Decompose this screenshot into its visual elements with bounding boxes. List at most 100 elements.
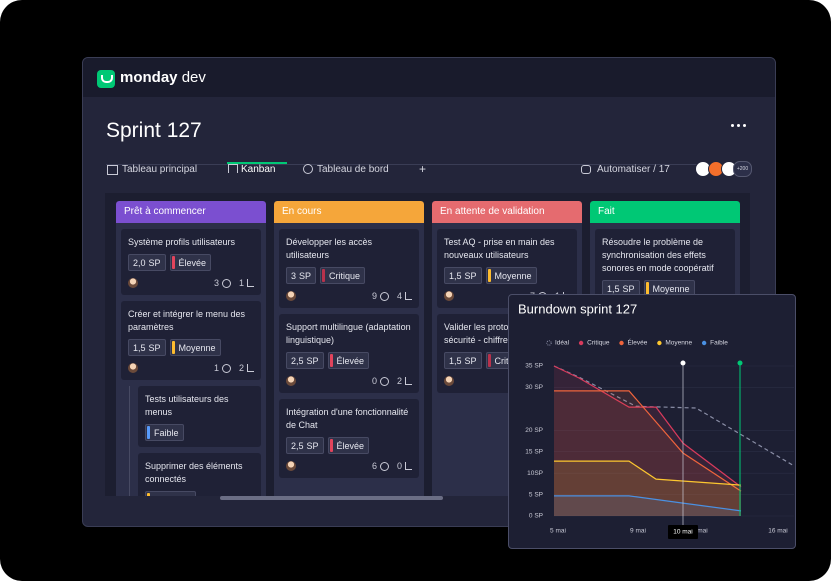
tab[interactable]: Kanban xyxy=(241,164,276,175)
priority-bar xyxy=(171,256,175,269)
subitem-count: 4 xyxy=(396,291,402,301)
subitem-card[interactable]: Supprimer des éléments connectés Moyenne xyxy=(138,453,261,496)
priority-tag: Moyenne xyxy=(145,491,197,496)
series-line xyxy=(554,495,742,512)
legend-marker xyxy=(701,340,707,346)
subitem-card[interactable]: Tests utilisateurs des menus Faible xyxy=(138,386,261,447)
x-tick-label: 9 mai xyxy=(630,528,646,535)
column-header: En attente de validation xyxy=(432,201,582,223)
tag-row: 2,5 SP Élevée xyxy=(286,437,412,454)
logo-icon xyxy=(97,70,115,88)
y-tick-label: 15 SP xyxy=(525,448,543,455)
active-tab-underline xyxy=(227,162,287,164)
subitem-icon xyxy=(247,279,254,287)
card[interactable]: Intégration d'une fonctionnalité de Chat… xyxy=(279,399,419,478)
story-points: 1,5 SP xyxy=(128,339,166,356)
kanban-column: Prêt à commencer Système profils utilisat… xyxy=(116,201,266,496)
priority-tag: Moyenne xyxy=(169,339,221,356)
hover-dot xyxy=(680,360,686,366)
y-tick-label: 35 SP xyxy=(525,363,543,370)
priority-label: Faible xyxy=(154,427,179,438)
avatar xyxy=(128,278,138,288)
tab[interactable]: Tableau de bord xyxy=(317,164,389,175)
sp-value: 2,5 xyxy=(291,440,304,451)
card-title: Test AQ - prise en main des nouveaux uti… xyxy=(444,237,555,260)
priority-bar xyxy=(487,269,491,282)
legend-label: Idéal xyxy=(555,340,570,347)
automate[interactable]: Automatiser / 17 xyxy=(597,164,670,175)
burndown-panel: Burndown sprint 127 35 SP 30 SP 20 SP 15 SP… xyxy=(508,294,796,549)
scrollbar[interactable] xyxy=(220,496,443,500)
top-bar: monday dev xyxy=(83,58,775,97)
tabs-divider xyxy=(106,164,751,165)
avatar xyxy=(286,461,296,471)
sp-unit: SP xyxy=(306,355,319,366)
series-line xyxy=(554,460,742,486)
priority-tag: Moyenne xyxy=(485,267,537,284)
priority-bar xyxy=(147,426,150,439)
sp-unit: SP xyxy=(306,440,319,451)
tag-row: 2,5 SP Élevée xyxy=(286,352,412,369)
y-tick-label: 20 SP xyxy=(525,427,543,434)
story-points: 3 SP xyxy=(286,267,317,284)
y-tick-label: 0 SP xyxy=(529,513,543,520)
priority-bar xyxy=(645,282,649,295)
legend-label: Faible xyxy=(710,340,728,347)
legend-marker xyxy=(546,340,552,346)
more-menu[interactable] xyxy=(731,124,746,127)
comment-icon xyxy=(379,376,389,386)
card[interactable]: Test AQ - prise en main des nouveaux uti… xyxy=(437,229,577,308)
priority-label: Moyenne xyxy=(494,270,532,281)
priority-bar xyxy=(322,269,326,282)
priority-tag: Élevée xyxy=(169,254,212,271)
priority-label: Moyenne xyxy=(178,342,216,353)
card[interactable]: Système profils utilisateurs 2,0 SP Élevée 3… xyxy=(121,229,261,295)
tag-row: 1,5 SP Moyenne xyxy=(128,339,254,356)
sp-unit: SP xyxy=(148,342,161,353)
column-body: Développer les accès utilisateurs 3 SP Crit… xyxy=(274,223,424,490)
add-tab[interactable]: + xyxy=(419,162,427,176)
comment-count: 1 xyxy=(213,363,219,373)
story-points: 1,5 SP xyxy=(444,267,482,284)
tag-row: 1,5 SP Moyenne xyxy=(602,280,728,297)
story-points: 2,5 SP xyxy=(286,352,324,369)
tag-row: Moyenne xyxy=(145,491,254,496)
y-tick-label: 30 SP xyxy=(525,384,543,391)
legend-marker xyxy=(657,340,662,346)
sp-unit: SP xyxy=(148,257,161,268)
table-icon xyxy=(107,165,118,175)
subitem-count: 2 xyxy=(238,363,244,373)
hover-label: 10 mai xyxy=(673,529,693,536)
priority-bar xyxy=(329,354,333,367)
column-header: Fait xyxy=(590,201,740,223)
legend-label: Moyenne xyxy=(665,340,692,347)
sp-value: 1,5 xyxy=(607,283,620,294)
priority-bar xyxy=(329,439,333,452)
subitem-count: 0 xyxy=(396,461,402,471)
subitem-icon xyxy=(405,462,412,470)
comment-icon xyxy=(379,461,389,471)
priority-bar xyxy=(147,493,150,496)
card-title: Intégration d'une fonctionnalité de Chat xyxy=(286,407,409,430)
avatar xyxy=(444,376,454,386)
tag-row: Faible xyxy=(145,424,254,441)
sp-unit: SP xyxy=(299,270,312,281)
series-line xyxy=(554,390,742,492)
comment-icon xyxy=(221,278,231,288)
priority-label: Élevée xyxy=(336,440,365,451)
kanban-column: En cours Développer les accès utilisateur… xyxy=(274,201,424,496)
card[interactable]: Support multilingue (adaptation linguist… xyxy=(279,314,419,393)
story-points: 1,5 SP xyxy=(444,352,482,369)
legend-marker xyxy=(619,340,624,346)
card[interactable]: Créer et intégrer le menu des paramètres… xyxy=(121,301,261,380)
priority-label: Élevée xyxy=(336,355,365,366)
avatar-more[interactable]: +200 xyxy=(733,161,752,177)
tab[interactable]: Tableau principal xyxy=(122,164,198,175)
series-line xyxy=(553,365,795,467)
tag-row: 1,5 SP Moyenne xyxy=(444,267,570,284)
card[interactable]: Développer les accès utilisateurs 3 SP Crit… xyxy=(279,229,419,308)
